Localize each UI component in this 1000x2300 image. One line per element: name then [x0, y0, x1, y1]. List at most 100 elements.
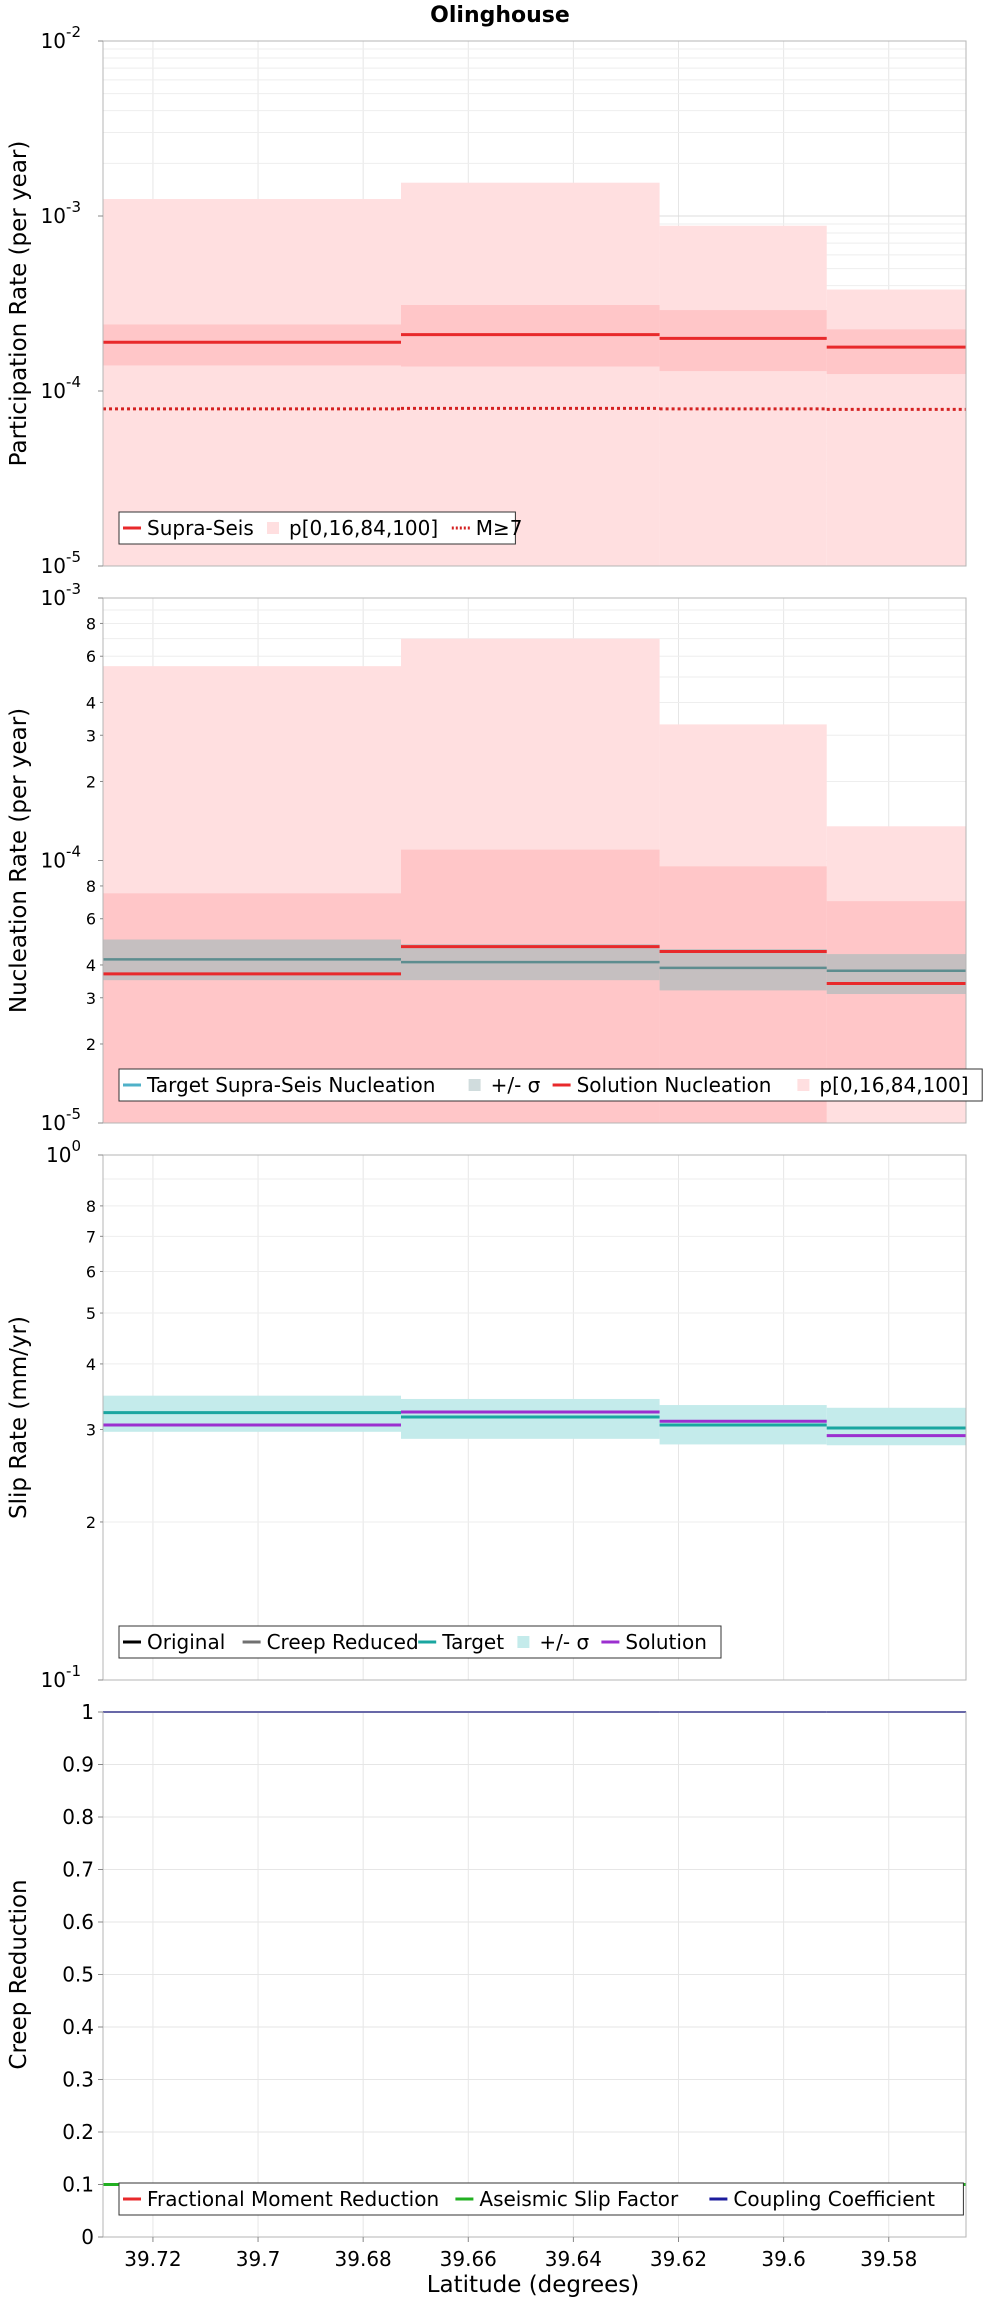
legend-swatch [267, 522, 279, 534]
legend-label: p[0,16,84,100] [289, 516, 438, 540]
y-minor-tick-label: 4 [86, 1355, 96, 1374]
panel-nucleation: 10-5 10-4 10-3 2 3 4 6 8 2 3 4 6 8 Nucleation Rate (p… [6, 580, 983, 1135]
legend-box [118, 1068, 983, 1102]
y-tick-label: 10-3 [41, 580, 81, 610]
x-tick-label: 39.64 [545, 2247, 602, 2271]
legend-label: Original [147, 1630, 225, 1654]
y-minor-tick-label: 7 [86, 1227, 96, 1246]
y-minor-tick-label: 8 [86, 1197, 96, 1216]
y-tick-label: 0 [81, 2225, 94, 2249]
y-tick-label: 1 [81, 1700, 94, 1724]
y-tick-label: 0.5 [62, 1963, 94, 1987]
y-tick-label: 0.4 [62, 2015, 94, 2039]
legend-label: Coupling Coefficient [733, 2187, 935, 2211]
band-segment [826, 329, 966, 375]
y-minor-tick-label: 2 [86, 1513, 96, 1532]
x-tick-label: 39.68 [335, 2247, 392, 2271]
series-line [103, 945, 966, 985]
y-tick-label: 0.6 [62, 1910, 94, 1934]
y-minor-tick-label: 3 [86, 989, 96, 1008]
y-tick-label: 0.9 [62, 1753, 94, 1777]
y-tick-label: 0.1 [62, 2173, 94, 2197]
legend-swatch [468, 1079, 481, 1091]
y-axis-label: Slip Rate (mm/yr) [6, 1316, 32, 1519]
series-line [103, 406, 966, 411]
y-axis-ticks: 10-1 100 2 3 4 5 6 7 8 [41, 1137, 103, 1692]
plot-frame [102, 1154, 967, 1681]
legend-label: Fractional Moment Reduction [147, 2187, 439, 2211]
band-segment [103, 199, 402, 566]
y-tick-label: 0.7 [62, 1858, 94, 1882]
y-minor-tick-label: 3 [86, 726, 96, 745]
x-axis-ticks: 39.72 39.7 39.68 39.66 39.64 39.62 39.6 39.58 [124, 2237, 917, 2271]
legend: Original Creep Reduced Target +/- σ Solution [118, 1625, 722, 1659]
y-minor-tick-label: 2 [86, 772, 96, 791]
y-tick-label: 0.3 [62, 2068, 94, 2092]
y-tick-label: 10-4 [41, 843, 81, 873]
y-tick-label: 0.8 [62, 1805, 94, 1829]
legend-label: p[0,16,84,100] [819, 1073, 968, 1097]
legend-label: Target Supra-Seis Nucleation [146, 1073, 435, 1097]
y-minor-tick-label: 8 [86, 614, 96, 633]
band [103, 182, 966, 567]
series-line [103, 958, 966, 973]
y-axis-ticks: 0 0.1 0.2 0.3 0.4 0.5 0.6 0.7 0.8 0.9 1 [62, 1700, 103, 2249]
legend: Supra-Seis p[0,16,84,100] M≥7 [118, 511, 523, 545]
legend-label: Target [441, 1630, 504, 1654]
y-minor-tick-label: 6 [86, 647, 96, 666]
band-segment [826, 954, 966, 995]
legend-label: M≥7 [476, 516, 523, 540]
y-tick-label: 10-1 [41, 1662, 81, 1692]
y-tick-label: 10-5 [41, 1105, 81, 1135]
x-tick-label: 39.62 [650, 2247, 707, 2271]
y-minor-tick-label: 8 [86, 877, 96, 896]
band-segment [401, 182, 660, 566]
y-axis-label: Creep Reduction [6, 1879, 32, 2069]
legend-label: Creep Reduced [267, 1630, 419, 1654]
y-tick-label: 10-2 [41, 23, 81, 53]
band-segment [659, 225, 827, 567]
panel-participation: 10-5 10-4 10-3 10-2 Participation Rate (per … [6, 23, 967, 578]
y-minor-tick-label: 3 [86, 1421, 96, 1440]
series-line [103, 1411, 966, 1430]
legend-label: Supra-Seis [147, 516, 254, 540]
series-line [103, 333, 966, 349]
y-minor-tick-label: 5 [86, 1304, 96, 1323]
x-tick-label: 39.7 [236, 2247, 281, 2271]
legend-box [118, 2182, 964, 2216]
legend-box [118, 511, 516, 545]
y-tick-label: 10-4 [41, 373, 81, 403]
legend-box [118, 1625, 722, 1659]
band-segment [659, 310, 827, 372]
legend-swatch [797, 1079, 810, 1091]
x-tick-label: 39.58 [860, 2247, 917, 2271]
legend-label: +/- σ [491, 1073, 541, 1097]
x-axis-label: Latitude (degrees) [427, 2272, 640, 2298]
y-tick-label: 100 [46, 1137, 81, 1167]
legend-label: Solution Nucleation [577, 1073, 772, 1097]
legend-label: +/- σ [539, 1630, 589, 1654]
y-minor-tick-label: 4 [86, 956, 96, 975]
plot-frame [102, 40, 967, 567]
series-line [103, 1410, 966, 1438]
band-segment [401, 1398, 660, 1439]
y-tick-label: 10-3 [41, 198, 81, 228]
y-minor-tick-label: 6 [86, 1262, 96, 1281]
y-minor-tick-label: 2 [86, 1035, 96, 1054]
y-tick-label: 0.2 [62, 2120, 94, 2144]
chart-title: Olinghouse [430, 3, 570, 28]
x-tick-label: 39.72 [124, 2247, 181, 2271]
band-segment [103, 324, 402, 366]
panel-slip: 10-1 100 2 3 4 5 6 7 8 Slip Rate (mm/yr) Original C… [6, 1137, 967, 1692]
legend: Fractional Moment Reduction Aseismic Slip… [118, 2182, 964, 2216]
panel-creep: 0 0.1 0.2 0.3 0.4 0.5 0.6 0.7 0.8 0.9 1 Creep Reduc… [6, 1700, 967, 2249]
y-axis-label: Participation Rate (per year) [6, 141, 32, 467]
x-tick-label: 39.6 [761, 2247, 806, 2271]
y-axis-label: Nucleation Rate (per year) [6, 708, 32, 1013]
band-segment [826, 901, 966, 1089]
band-segment [659, 949, 827, 991]
legend-label: Aseismic Slip Factor [479, 2187, 679, 2211]
panels-layer: 10-5 10-4 10-3 10-2 Participation Rate (per … [6, 23, 983, 2271]
y-axis-ticks: 10-5 10-4 10-3 10-2 [41, 23, 103, 578]
